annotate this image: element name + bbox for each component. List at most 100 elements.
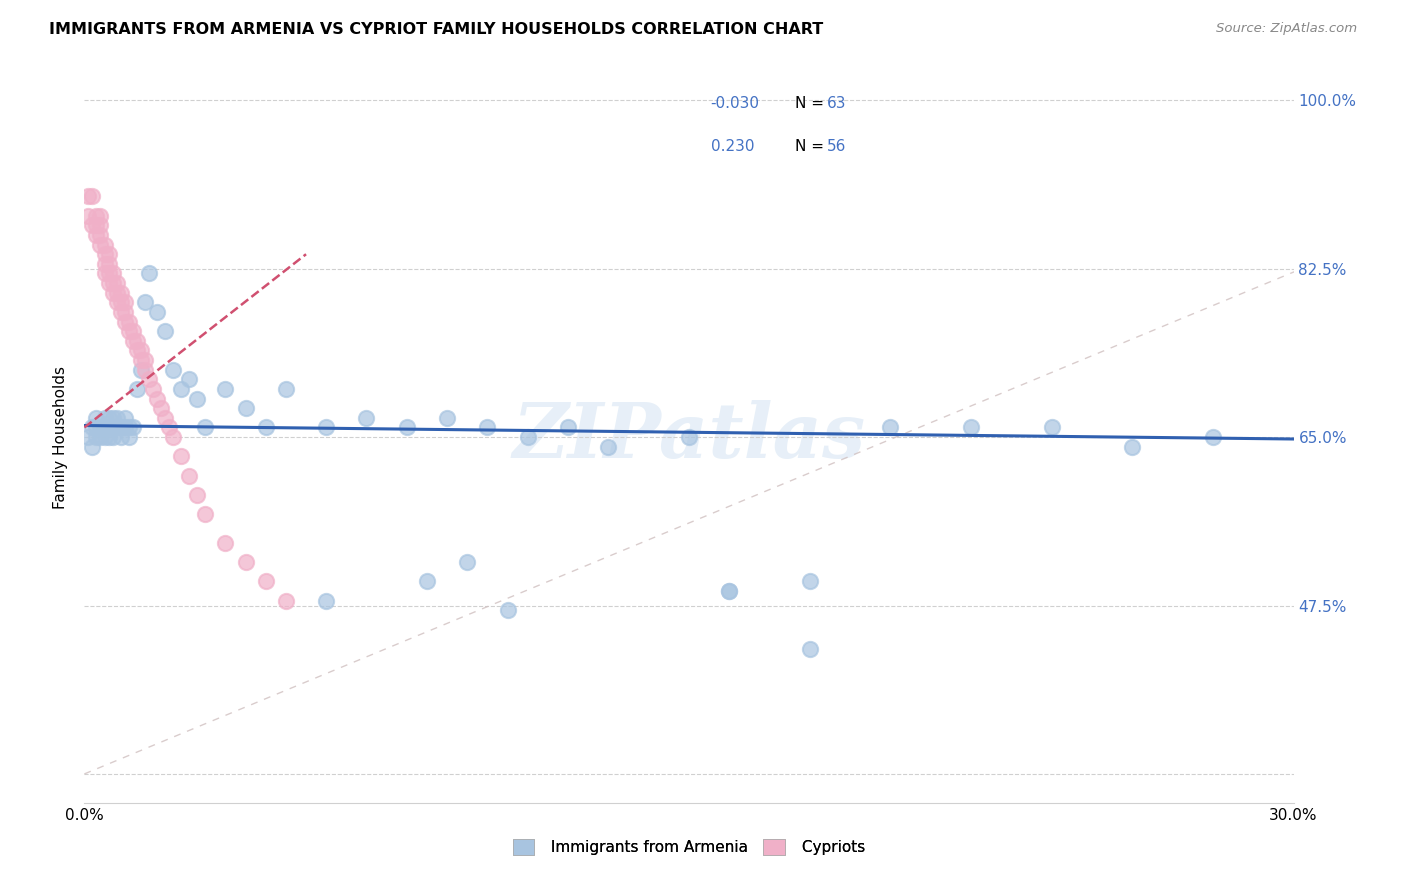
Point bbox=[86, 219, 108, 233]
Point bbox=[97, 267, 120, 281]
Point bbox=[82, 420, 104, 434]
Point bbox=[118, 315, 141, 329]
Point bbox=[214, 382, 236, 396]
Point bbox=[101, 276, 124, 290]
Point bbox=[134, 353, 156, 368]
Point bbox=[416, 574, 439, 589]
Point bbox=[77, 189, 100, 203]
Point bbox=[89, 430, 111, 444]
Point bbox=[557, 420, 579, 434]
Point bbox=[194, 507, 217, 521]
Point bbox=[110, 295, 132, 310]
Text: -0.030: -0.030 bbox=[710, 96, 759, 112]
Point bbox=[93, 237, 115, 252]
Point bbox=[89, 219, 111, 233]
Point bbox=[101, 285, 124, 300]
Point bbox=[315, 593, 337, 607]
Point bbox=[114, 410, 136, 425]
Point bbox=[121, 420, 143, 434]
Point bbox=[146, 392, 169, 406]
Point bbox=[86, 430, 108, 444]
Point bbox=[101, 267, 124, 281]
Point bbox=[315, 420, 337, 434]
Point bbox=[162, 430, 184, 444]
Text: ZIPatlas: ZIPatlas bbox=[512, 401, 866, 474]
Text: 56: 56 bbox=[827, 138, 846, 153]
Point bbox=[89, 420, 111, 434]
Point bbox=[138, 267, 160, 281]
Point bbox=[395, 420, 418, 434]
Point bbox=[254, 420, 277, 434]
Point bbox=[153, 324, 176, 338]
Point bbox=[77, 430, 100, 444]
Point bbox=[496, 603, 519, 617]
Point bbox=[162, 362, 184, 376]
Point bbox=[93, 430, 115, 444]
Point bbox=[179, 468, 201, 483]
Point bbox=[93, 420, 115, 434]
Point bbox=[149, 401, 172, 416]
Text: N =: N = bbox=[796, 138, 830, 153]
Point bbox=[235, 401, 257, 416]
Point bbox=[97, 410, 120, 425]
Point bbox=[118, 430, 141, 444]
Y-axis label: Family Households: Family Households bbox=[53, 366, 69, 508]
Point bbox=[799, 574, 821, 589]
Point bbox=[89, 227, 111, 242]
Point bbox=[134, 362, 156, 376]
Point bbox=[678, 430, 700, 444]
Point bbox=[101, 410, 124, 425]
Point bbox=[1040, 420, 1063, 434]
Point bbox=[129, 343, 152, 358]
Point bbox=[129, 353, 152, 368]
Point bbox=[82, 219, 104, 233]
Point bbox=[516, 430, 538, 444]
Point bbox=[134, 295, 156, 310]
Point bbox=[194, 420, 217, 434]
Point bbox=[105, 410, 128, 425]
Point bbox=[170, 450, 193, 464]
Point bbox=[86, 209, 108, 223]
Point bbox=[1121, 440, 1143, 454]
Point bbox=[214, 536, 236, 550]
Point bbox=[93, 247, 115, 261]
Point bbox=[97, 430, 120, 444]
Point bbox=[86, 410, 108, 425]
Point bbox=[118, 324, 141, 338]
Point bbox=[153, 410, 176, 425]
Point bbox=[157, 420, 180, 434]
Point bbox=[170, 382, 193, 396]
Point bbox=[97, 420, 120, 434]
Point bbox=[110, 430, 132, 444]
Point bbox=[274, 593, 297, 607]
Point bbox=[105, 276, 128, 290]
Point bbox=[114, 420, 136, 434]
Point bbox=[799, 641, 821, 656]
Point bbox=[105, 285, 128, 300]
Point bbox=[97, 247, 120, 261]
Point bbox=[235, 555, 257, 569]
Point bbox=[254, 574, 277, 589]
Point bbox=[89, 209, 111, 223]
Point bbox=[960, 420, 983, 434]
Text: N =: N = bbox=[796, 96, 830, 112]
Point bbox=[477, 420, 499, 434]
Point bbox=[97, 257, 120, 271]
Text: IMMIGRANTS FROM ARMENIA VS CYPRIOT FAMILY HOUSEHOLDS CORRELATION CHART: IMMIGRANTS FROM ARMENIA VS CYPRIOT FAMIL… bbox=[49, 22, 824, 37]
Point bbox=[93, 410, 115, 425]
Point bbox=[110, 305, 132, 319]
Point bbox=[77, 209, 100, 223]
Point bbox=[186, 392, 208, 406]
Text: 63: 63 bbox=[827, 96, 846, 112]
Point bbox=[121, 324, 143, 338]
Point bbox=[101, 430, 124, 444]
Point bbox=[110, 420, 132, 434]
Point bbox=[86, 227, 108, 242]
Point bbox=[718, 584, 741, 599]
Point bbox=[598, 440, 620, 454]
Point bbox=[125, 334, 148, 348]
Point bbox=[436, 410, 458, 425]
Text: Source: ZipAtlas.com: Source: ZipAtlas.com bbox=[1216, 22, 1357, 36]
Point bbox=[879, 420, 901, 434]
Point bbox=[82, 440, 104, 454]
